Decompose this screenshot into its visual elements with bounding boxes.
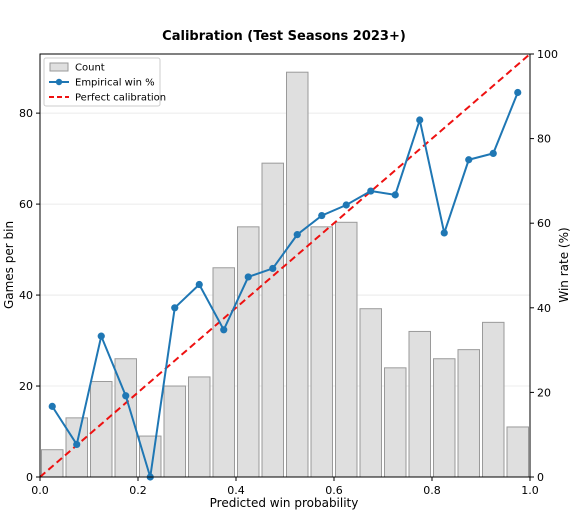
y-axis-right-label: Win rate (%) (557, 227, 571, 302)
empirical-win-point-6 (195, 280, 203, 289)
chart-title: Calibration (Test Seasons 2023+) (162, 29, 406, 44)
count-bar-15 (408, 330, 431, 478)
count-bar-11 (310, 226, 333, 478)
empirical-win-point-13 (367, 187, 375, 195)
empirical-win-point-8 (244, 273, 252, 281)
x-tick-label-1.0: 1.0 (521, 484, 539, 497)
y-right-tick-label-20: 20 (537, 386, 551, 399)
legend-label-2: Perfect calibration (75, 93, 166, 104)
empirical-win-point-16 (440, 229, 448, 237)
count-bar-2 (90, 380, 113, 478)
x-axis-label: Predicted win probability (210, 496, 359, 510)
y-left-tick-label-80: 80 (19, 107, 33, 120)
axes (39, 53, 531, 478)
count-bar-5 (163, 385, 186, 478)
empirical-win-point-5 (171, 304, 179, 312)
perfect-calibration-segment (39, 53, 531, 478)
empirical-win-point-3 (122, 392, 130, 400)
empirical-win-point-14 (391, 191, 399, 199)
empirical-win-point-12 (342, 201, 350, 209)
count-bar-10 (286, 71, 309, 478)
legend-label-1: Empirical win % (75, 78, 155, 89)
empirical-win-polyline (51, 92, 519, 478)
count-bar-14 (384, 367, 407, 478)
x-tick-label-0.6: 0.6 (325, 484, 343, 497)
count-bar-18 (482, 321, 505, 478)
count-bar-6 (188, 376, 211, 478)
legend-marker-empirical (55, 78, 63, 86)
empirical-win-line (48, 88, 522, 481)
legend: Count Empirical win % Perfect calibration (43, 57, 166, 107)
empirical-win-point-1 (73, 440, 81, 449)
legend-swatch-count (49, 62, 69, 72)
y-right-tick-label-40: 40 (537, 302, 551, 315)
empirical-win-point-10 (293, 231, 301, 239)
count-bar-13 (359, 308, 382, 478)
count-bar-17 (457, 349, 480, 478)
y-left-tick-label-40: 40 (19, 289, 33, 302)
grid-lines (40, 112, 530, 478)
x-tick-label-0.4: 0.4 (227, 484, 245, 497)
count-bar-12 (335, 221, 358, 478)
empirical-win-point-18 (489, 149, 497, 158)
y-right-tick-label-0: 0 (537, 471, 544, 484)
count-bar-8 (237, 226, 260, 478)
empirical-win-point-15 (416, 116, 424, 124)
empirical-win-point-17 (465, 156, 473, 164)
y-right-tick-label-60: 60 (537, 217, 551, 230)
empirical-win-point-7 (220, 326, 228, 334)
count-bar-16 (433, 358, 456, 478)
count-bars (41, 71, 529, 478)
y-left-tick-label-0: 0 (26, 471, 33, 484)
x-tick-label-0.8: 0.8 (423, 484, 441, 497)
y-left-tick-label-60: 60 (19, 198, 33, 211)
empirical-win-point-9 (269, 264, 277, 273)
y-left-tick-label-20: 20 (19, 380, 33, 393)
y-right-tick-label-100: 100 (537, 48, 558, 61)
empirical-win-point-19 (514, 88, 522, 97)
empirical-win-point-11 (318, 211, 326, 220)
y-axis-left-label: Games per bin (2, 221, 16, 309)
x-tick-label-0.2: 0.2 (129, 484, 147, 497)
y-right-tick-label-80: 80 (537, 133, 551, 146)
perfect-calibration-line (39, 53, 531, 478)
plot-frame (39, 53, 531, 478)
count-bar-9 (261, 162, 284, 478)
x-tick-label-0.0: 0.0 (31, 484, 49, 497)
count-bar-7 (212, 267, 235, 478)
legend-box (43, 57, 161, 107)
count-bar-19 (506, 426, 529, 478)
legend-label-0: Count (75, 63, 105, 74)
empirical-win-point-2 (97, 332, 105, 340)
empirical-win-point-0 (48, 402, 56, 410)
